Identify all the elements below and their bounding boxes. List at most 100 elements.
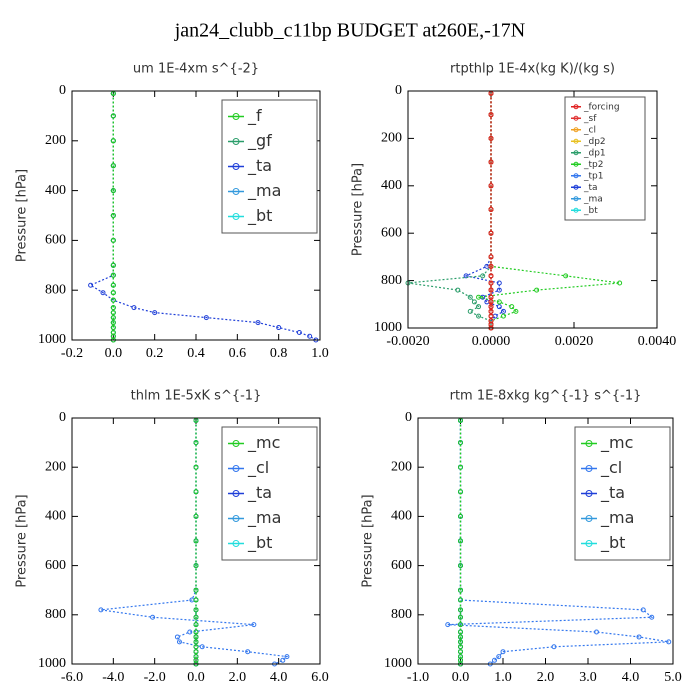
- series-point: [193, 622, 199, 628]
- legend-label: _dp2: [583, 137, 606, 147]
- legend-label: _ma: [247, 181, 281, 201]
- series-point: [280, 657, 286, 663]
- series-point: [488, 273, 494, 279]
- series-point: [110, 163, 116, 169]
- series-point: [488, 280, 494, 286]
- y-tick-label: 400: [45, 183, 66, 198]
- legend-marker: [232, 440, 240, 447]
- legend-marker: [573, 138, 579, 144]
- series-point: [488, 230, 494, 236]
- series-point: [488, 135, 494, 141]
- series-point: [245, 649, 251, 655]
- series-point: [131, 305, 137, 311]
- series-point: [174, 634, 180, 640]
- series-point: [500, 308, 506, 314]
- x-tick-label: 0.0040: [638, 334, 677, 349]
- series-point: [110, 282, 116, 288]
- series-point: [594, 629, 599, 635]
- legend-label: _ma: [247, 508, 281, 528]
- y-tick-label: 800: [391, 607, 412, 622]
- legend-label: _ta: [600, 483, 625, 503]
- series-point: [488, 299, 494, 305]
- series-point: [500, 313, 506, 319]
- series-point: [98, 607, 104, 613]
- legend-marker: [232, 113, 240, 120]
- x-tick-label: -0.2: [61, 346, 83, 361]
- series-point: [463, 273, 469, 279]
- legend-marker: [585, 540, 593, 547]
- series-point: [513, 308, 519, 314]
- series-point: [488, 183, 494, 189]
- series-point: [488, 254, 494, 260]
- series-point: [193, 464, 199, 470]
- x-tick-label: 4.0: [622, 670, 640, 685]
- x-tick-label: -1.0: [407, 670, 429, 685]
- series-point: [88, 282, 94, 288]
- series-point: [476, 304, 482, 310]
- y-tick-label: 200: [391, 459, 412, 474]
- series-point: [187, 629, 193, 635]
- series-point: [492, 313, 498, 319]
- series-point: [488, 207, 494, 212]
- series-point: [458, 489, 463, 495]
- series-point: [193, 629, 199, 635]
- series-point: [193, 607, 199, 613]
- x-tick-label: 3.0: [579, 670, 597, 685]
- series-point: [152, 310, 158, 316]
- series-point: [110, 325, 116, 331]
- series-point: [488, 159, 494, 165]
- legend-marker: [232, 213, 240, 220]
- legend-label: _ma: [600, 508, 634, 528]
- legend-label: _mc: [600, 433, 633, 453]
- panel: um 1E-4xm s^{-2} Pressure [hPa] -0.2 0.0 0.2…: [15, 62, 329, 362]
- series-point: [563, 273, 569, 279]
- series-point: [193, 440, 199, 446]
- series-point: [534, 287, 540, 293]
- series-point: [467, 308, 473, 314]
- series-point: [110, 320, 116, 326]
- legend-marker: [585, 440, 593, 447]
- series-point: [458, 440, 463, 446]
- y-tick-label: 400: [381, 178, 402, 193]
- series-point: [110, 272, 116, 278]
- plot-frame: [407, 90, 658, 329]
- series-line: [447, 420, 669, 665]
- legend-marker: [232, 490, 240, 497]
- series-point: [193, 563, 199, 569]
- series-point: [110, 188, 116, 194]
- series-point: [458, 629, 463, 635]
- y-tick-label: 0: [59, 410, 66, 425]
- legend-label: _bt: [247, 206, 272, 226]
- plot-frame: [71, 90, 321, 341]
- y-tick-label: 600: [45, 558, 66, 573]
- series-point: [488, 112, 494, 118]
- series-point: [492, 657, 497, 663]
- legend-marker: [573, 161, 579, 167]
- series-point: [488, 313, 494, 319]
- y-tick-label: 600: [45, 233, 66, 248]
- y-tick-label: 600: [391, 558, 412, 573]
- series-point: [458, 644, 463, 650]
- series-point: [193, 614, 199, 620]
- series-point: [500, 649, 506, 655]
- series-point: [488, 263, 494, 269]
- x-tick-label: 4.0: [270, 670, 288, 685]
- series-point: [496, 299, 502, 305]
- legend-label: _mc: [247, 433, 280, 453]
- series-point: [496, 287, 502, 293]
- series-point: [458, 538, 463, 544]
- y-tick-label: 400: [391, 509, 412, 524]
- series-point: [445, 622, 451, 628]
- legend-label: _bt: [247, 533, 272, 553]
- series-point: [471, 299, 477, 305]
- series-point: [476, 313, 482, 319]
- y-tick-label: 200: [45, 133, 66, 148]
- x-tick-label: 6.0: [311, 670, 329, 685]
- series-point: [193, 513, 199, 519]
- panel-title: rtpthlp 1E-4x(kg K)/(kg s): [450, 62, 615, 77]
- series-point: [640, 607, 646, 613]
- x-tick-label: 1.0: [494, 670, 512, 685]
- series-point: [110, 113, 116, 119]
- x-tick-label: -0.0020: [386, 334, 429, 349]
- x-tick-label: 5.0: [664, 670, 682, 685]
